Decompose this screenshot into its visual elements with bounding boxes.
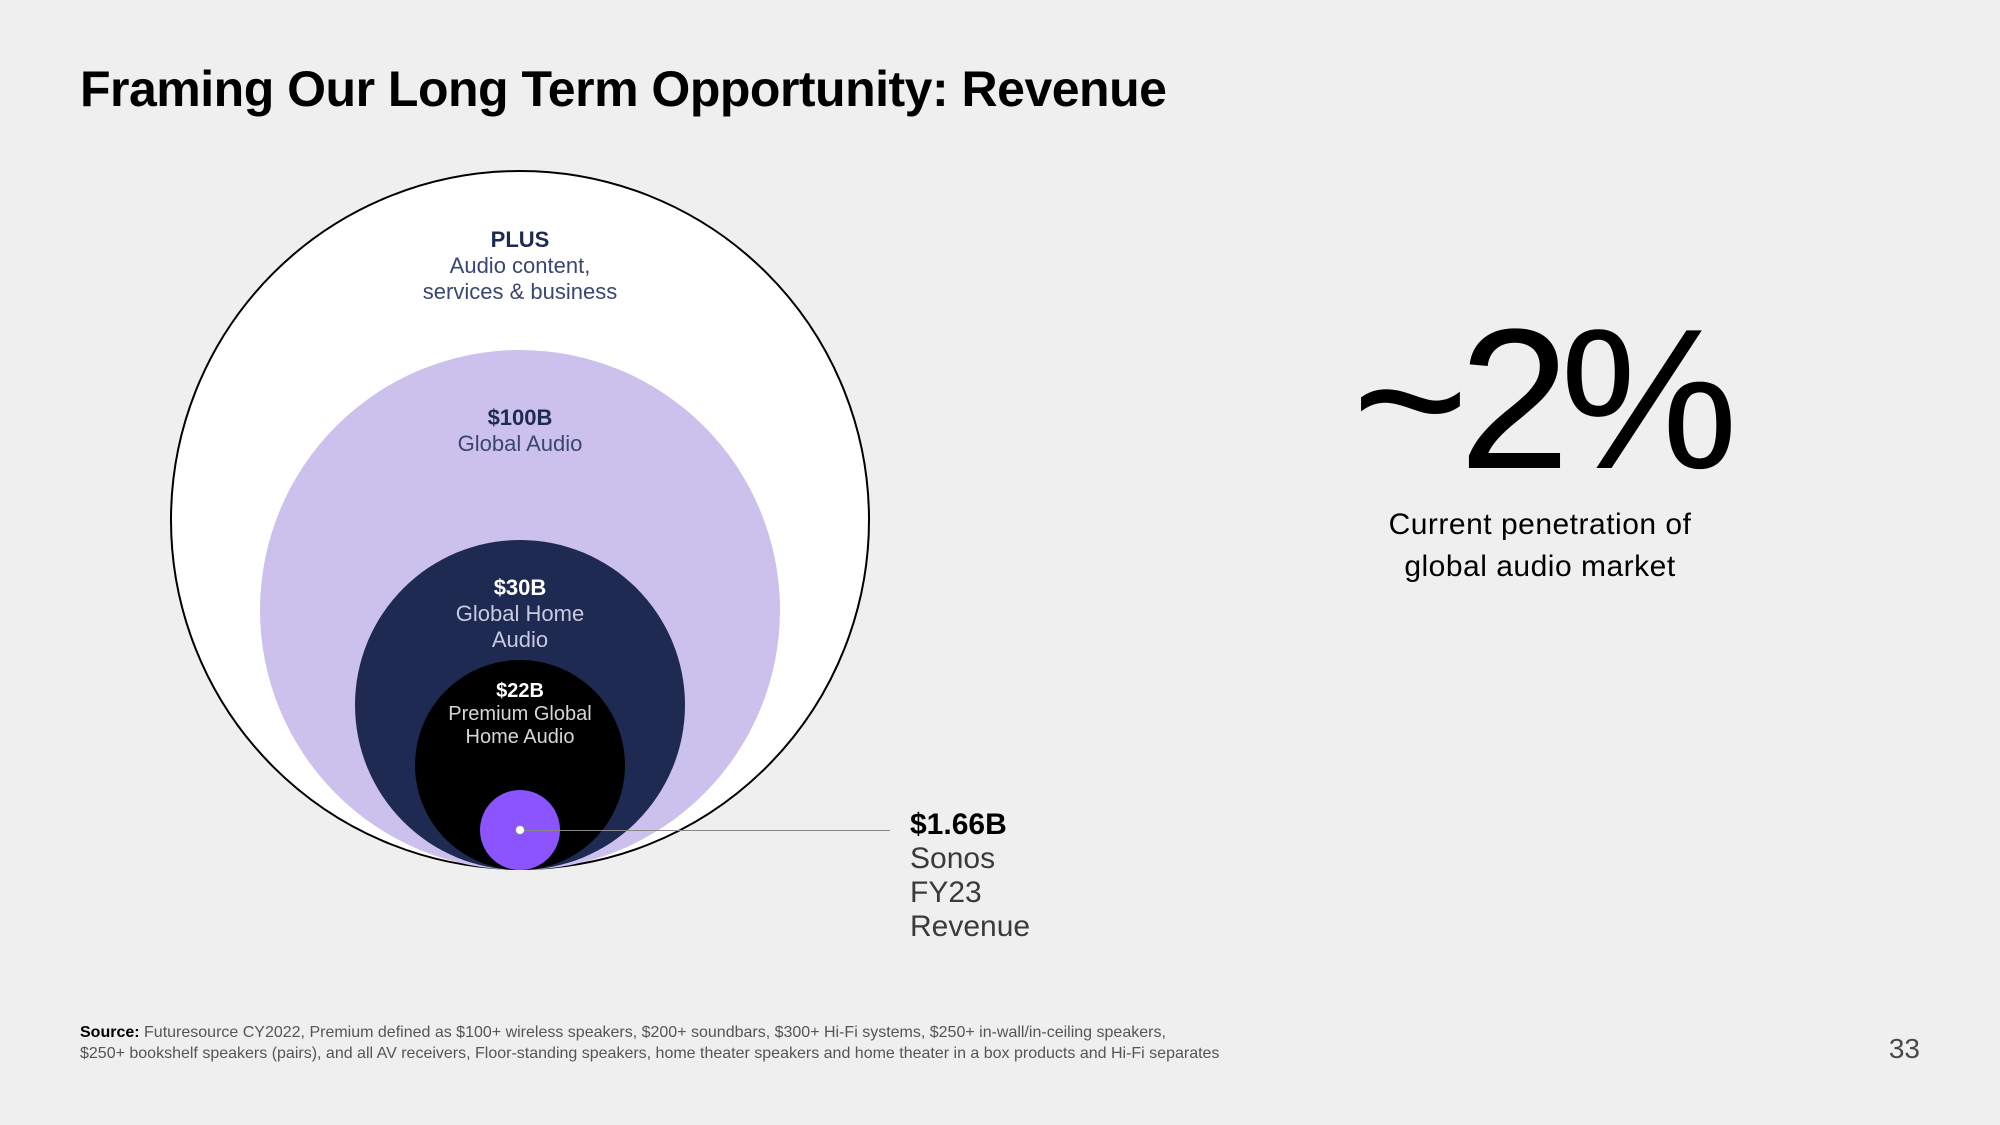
footnote-prefix: Source: bbox=[80, 1024, 140, 1041]
circle-text-premium-global-home-audio: Premium GlobalHome Audio bbox=[448, 703, 591, 749]
circle-value-global-home-audio: $30B bbox=[456, 575, 584, 601]
stat-sub-line2: global audio market bbox=[1240, 550, 1840, 584]
circle-label-global-audio: $100BGlobal Audio bbox=[458, 405, 583, 457]
circle-label-premium-global-home-audio: $22BPremium GlobalHome Audio bbox=[448, 680, 591, 749]
stat-sub-line1: Current penetration of bbox=[1240, 508, 1840, 542]
stat-big-number: ~2% bbox=[1240, 300, 1840, 500]
circle-value-premium-global-home-audio: $22B bbox=[448, 680, 591, 703]
callout-line bbox=[520, 830, 890, 831]
source-footnote: Source: Futuresource CY2022, Premium def… bbox=[80, 1023, 1219, 1065]
circle-label-global-home-audio: $30BGlobal HomeAudio bbox=[456, 575, 584, 653]
nested-circle-chart: PLUSAudio content,services & business $10… bbox=[170, 170, 870, 870]
page-number: 33 bbox=[1889, 1033, 1920, 1065]
circle-text-plus: Audio content,services & business bbox=[423, 253, 617, 305]
slide-title: Framing Our Long Term Opportunity: Reven… bbox=[80, 60, 1166, 118]
footnote-body: Futuresource CY2022, Premium defined as … bbox=[80, 1024, 1219, 1062]
circle-text-global-audio: Global Audio bbox=[458, 431, 583, 457]
callout-value: $1.66B bbox=[910, 808, 1030, 842]
circle-text-global-home-audio: Global HomeAudio bbox=[456, 601, 584, 653]
circle-value-plus: PLUS bbox=[423, 227, 617, 253]
callout-dot bbox=[515, 825, 525, 835]
callout-label: Sonos FY23 Revenue bbox=[910, 842, 1030, 944]
circle-value-global-audio: $100B bbox=[458, 405, 583, 431]
penetration-stat: ~2% Current penetration of global audio … bbox=[1240, 300, 1840, 584]
circle-label-plus: PLUSAudio content,services & business bbox=[423, 227, 617, 305]
callout-text: $1.66BSonos FY23 Revenue bbox=[910, 808, 1030, 944]
